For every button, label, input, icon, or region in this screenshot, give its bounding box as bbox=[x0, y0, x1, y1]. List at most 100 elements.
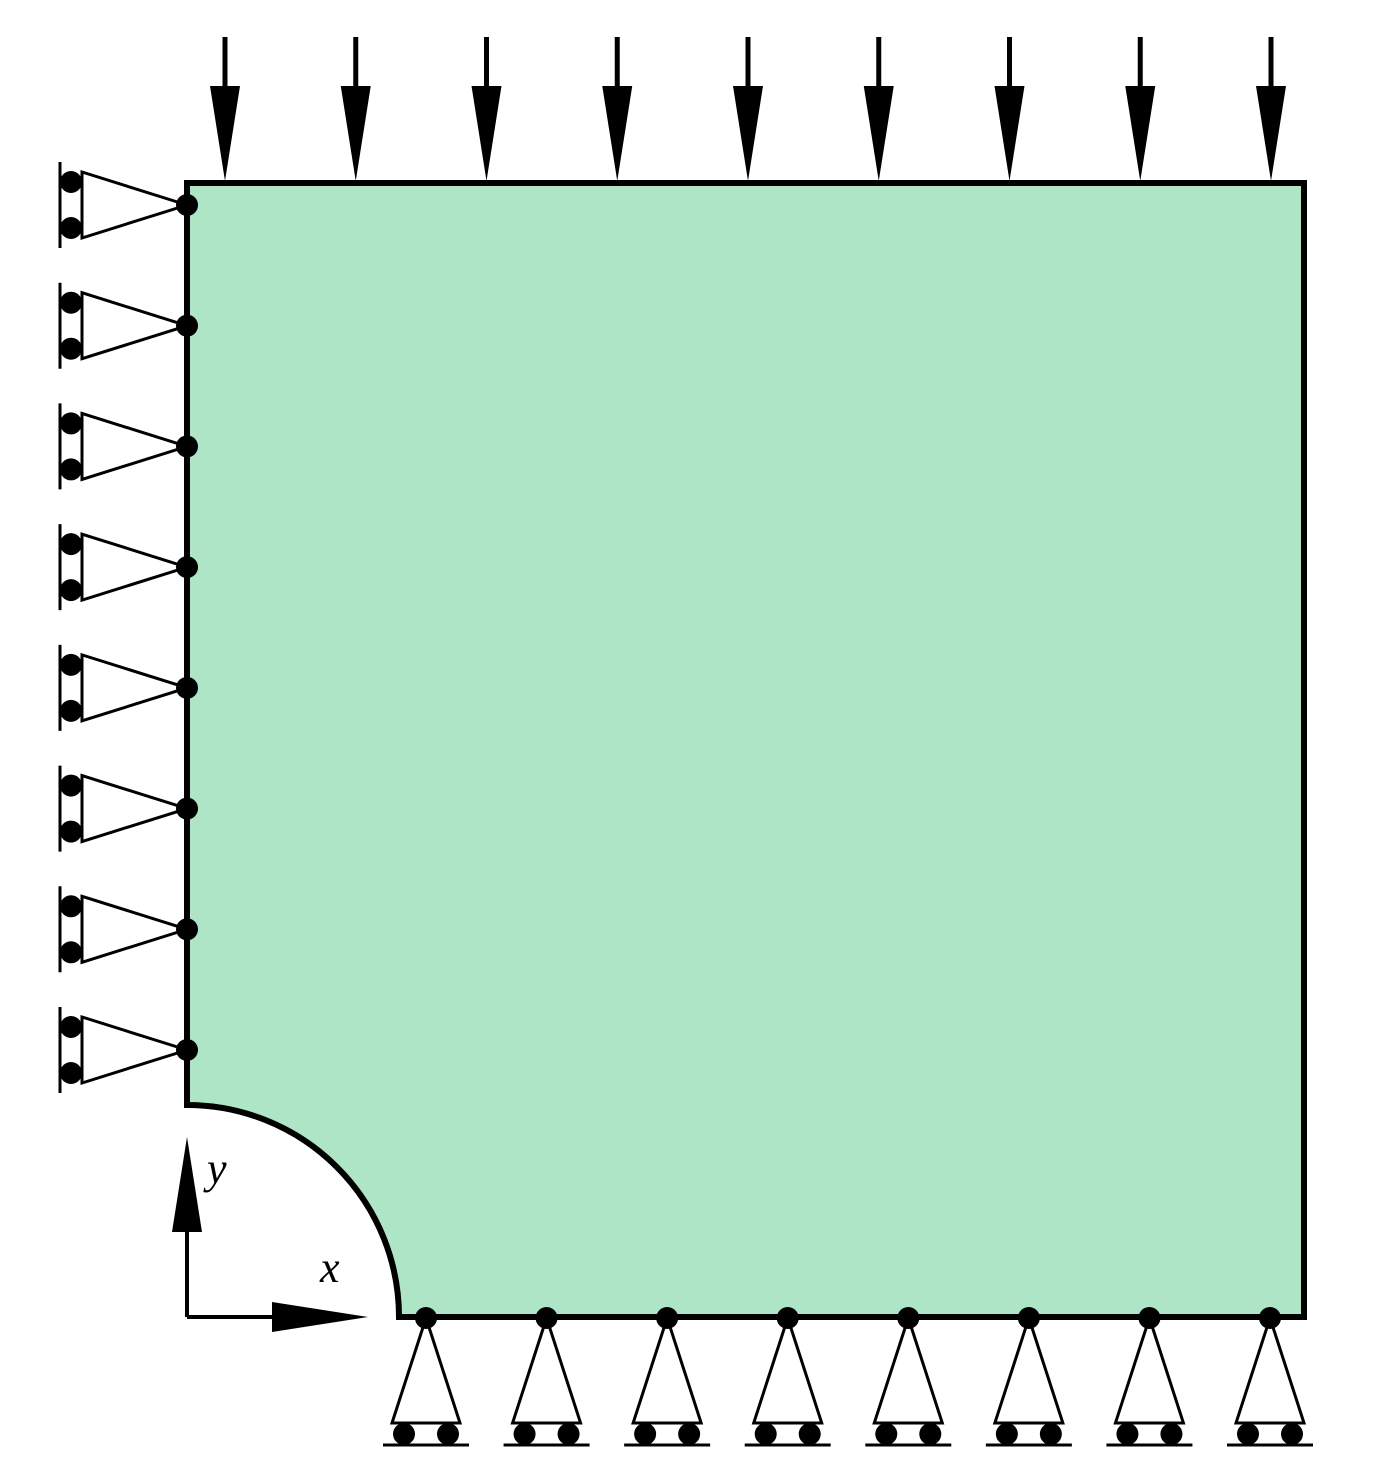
support-node bbox=[1259, 1307, 1281, 1329]
roller-wheel bbox=[1116, 1423, 1139, 1445]
support-triangle bbox=[80, 411, 193, 482]
load-arrowhead bbox=[994, 86, 1025, 181]
roller-wheel bbox=[60, 895, 82, 918]
support-triangle bbox=[80, 290, 193, 361]
load-arrowhead bbox=[210, 86, 240, 181]
bottom-roller-support bbox=[744, 1307, 831, 1447]
roller-wheel bbox=[60, 533, 82, 556]
left-roller-supports bbox=[58, 162, 198, 1093]
plate-region bbox=[184, 180, 1307, 1320]
support-triangle bbox=[872, 1313, 945, 1425]
support-triangle bbox=[389, 1313, 463, 1425]
support-node bbox=[176, 435, 198, 458]
support-node bbox=[176, 314, 198, 337]
left-roller-support bbox=[58, 1007, 198, 1093]
support-node bbox=[176, 556, 198, 579]
roller-wheel bbox=[1237, 1423, 1259, 1445]
roller-wheel bbox=[754, 1423, 777, 1445]
roller-wheel bbox=[60, 699, 82, 722]
roller-wheel bbox=[995, 1423, 1018, 1445]
support-node bbox=[1138, 1307, 1161, 1329]
support-triangle bbox=[80, 169, 193, 241]
x-axis-label: x bbox=[319, 1243, 340, 1292]
roller-wheel bbox=[60, 217, 82, 239]
bottom-roller-support bbox=[1227, 1307, 1313, 1447]
roller-wheel bbox=[1160, 1423, 1183, 1445]
support-triangle bbox=[80, 894, 193, 965]
support-triangle bbox=[631, 1313, 704, 1425]
bottom-roller-support bbox=[503, 1307, 590, 1447]
left-roller-support bbox=[58, 403, 198, 490]
support-triangle bbox=[751, 1313, 824, 1425]
bottom-roller-support bbox=[1106, 1307, 1193, 1447]
roller-wheel bbox=[60, 171, 82, 193]
load-arrow bbox=[471, 37, 502, 181]
roller-wheel bbox=[437, 1423, 459, 1445]
load-arrowhead bbox=[1125, 86, 1156, 181]
load-arrow bbox=[602, 37, 633, 181]
load-arrowhead bbox=[1256, 86, 1286, 181]
roller-wheel bbox=[60, 1016, 82, 1038]
roller-wheel bbox=[678, 1423, 701, 1445]
roller-wheel bbox=[60, 458, 82, 481]
load-arrow bbox=[994, 37, 1025, 181]
bottom-roller-support bbox=[383, 1307, 469, 1447]
support-node bbox=[415, 1307, 437, 1329]
support-node bbox=[897, 1307, 920, 1329]
roller-wheel bbox=[60, 774, 82, 797]
support-triangle bbox=[992, 1313, 1065, 1425]
support-node bbox=[776, 1307, 799, 1329]
load-arrowhead bbox=[733, 86, 763, 181]
roller-wheel bbox=[1281, 1423, 1303, 1445]
left-roller-support bbox=[58, 524, 198, 611]
support-node bbox=[656, 1307, 679, 1329]
load-arrowhead bbox=[863, 86, 894, 181]
x-axis-arrowhead bbox=[272, 1302, 368, 1332]
support-node bbox=[176, 676, 198, 699]
roller-wheel bbox=[393, 1423, 415, 1445]
roller-wheel bbox=[919, 1423, 942, 1445]
y-axis-arrowhead bbox=[172, 1137, 202, 1232]
distributed-load-arrows bbox=[210, 37, 1286, 181]
roller-wheel bbox=[634, 1423, 657, 1445]
load-arrow bbox=[1125, 37, 1156, 181]
load-arrow bbox=[210, 37, 240, 181]
support-node bbox=[176, 194, 198, 216]
load-arrowhead bbox=[471, 86, 502, 181]
roller-wheel bbox=[60, 291, 82, 314]
roller-wheel bbox=[60, 337, 82, 360]
left-roller-support bbox=[58, 162, 198, 248]
roller-wheel bbox=[60, 412, 82, 435]
load-arrow bbox=[733, 37, 763, 181]
y-axis-label: y bbox=[203, 1144, 227, 1193]
left-roller-support bbox=[58, 765, 198, 852]
roller-wheel bbox=[60, 820, 82, 843]
roller-wheel bbox=[513, 1423, 536, 1445]
bottom-roller-supports bbox=[383, 1307, 1313, 1447]
roller-wheel bbox=[557, 1423, 580, 1445]
left-roller-support bbox=[58, 282, 198, 369]
support-triangle bbox=[1233, 1313, 1307, 1425]
roller-wheel bbox=[875, 1423, 898, 1445]
bottom-roller-support bbox=[624, 1307, 711, 1447]
left-roller-support bbox=[58, 644, 198, 731]
support-triangle bbox=[1113, 1313, 1186, 1425]
roller-wheel bbox=[798, 1423, 821, 1445]
support-triangle bbox=[80, 1014, 193, 1086]
support-node bbox=[1017, 1307, 1040, 1329]
support-node bbox=[535, 1307, 558, 1329]
support-node bbox=[176, 1039, 198, 1061]
roller-wheel bbox=[60, 1062, 82, 1084]
load-arrow bbox=[340, 37, 371, 181]
support-triangle bbox=[80, 773, 193, 844]
load-arrowhead bbox=[340, 86, 371, 181]
roller-wheel bbox=[1039, 1423, 1062, 1445]
support-triangle bbox=[510, 1313, 583, 1425]
coordinate-axes: y x bbox=[172, 1137, 368, 1332]
load-arrow bbox=[1256, 37, 1286, 181]
load-arrow bbox=[863, 37, 894, 181]
load-arrowhead bbox=[602, 86, 633, 181]
roller-wheel bbox=[60, 579, 82, 602]
roller-wheel bbox=[60, 941, 82, 964]
